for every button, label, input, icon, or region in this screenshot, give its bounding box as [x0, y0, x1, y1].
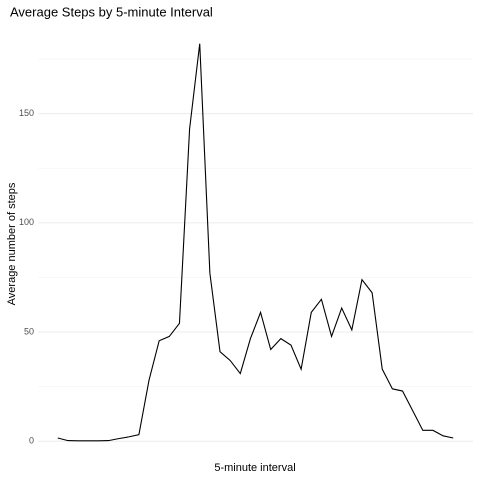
y-tick-label: 0	[29, 436, 34, 446]
y-tick-label: 100	[19, 217, 34, 227]
line	[57, 43, 454, 442]
chart-title: Average Steps by 5-minute Interval	[10, 4, 213, 19]
x-axis-label: 5-minute interval	[214, 462, 295, 474]
y-axis-label: Average number of steps	[6, 182, 18, 305]
y-tick-label: 50	[24, 326, 34, 336]
y-tick-label: 150	[19, 108, 34, 118]
